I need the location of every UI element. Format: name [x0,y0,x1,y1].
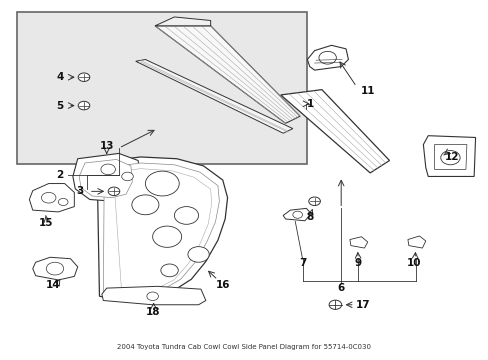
Bar [17,12,307,164]
Polygon shape [79,159,132,198]
Circle shape [122,172,133,181]
Circle shape [292,211,302,218]
Circle shape [132,195,159,215]
Text: 3: 3 [76,186,83,196]
Text: 18: 18 [145,307,160,317]
Circle shape [46,262,63,275]
Text: 15: 15 [39,217,53,228]
Polygon shape [407,236,425,248]
Text: 14: 14 [46,280,61,289]
Polygon shape [423,136,475,176]
Circle shape [187,247,209,262]
Text: 16: 16 [215,280,229,289]
Text: 2: 2 [56,170,63,180]
Polygon shape [434,145,466,169]
Circle shape [108,187,120,195]
Circle shape [318,51,336,64]
Text: 2004 Toyota Tundra Cab Cowl Cowl Side Panel Diagram for 55714-0C030: 2004 Toyota Tundra Cab Cowl Cowl Side Pa… [117,343,371,350]
Polygon shape [73,153,140,201]
Text: 17: 17 [355,300,369,310]
Polygon shape [29,184,74,212]
Polygon shape [280,90,389,173]
Text: 7: 7 [298,258,305,268]
Circle shape [146,292,158,301]
Polygon shape [349,237,367,248]
Text: 13: 13 [99,141,114,151]
Circle shape [174,207,198,224]
Text: 5: 5 [56,100,63,111]
Text: 4: 4 [56,72,63,82]
Circle shape [152,226,181,247]
Circle shape [328,300,341,309]
Circle shape [101,164,115,175]
Polygon shape [307,45,348,70]
Polygon shape [136,59,292,133]
Polygon shape [97,157,227,300]
Text: 1: 1 [306,99,313,109]
Text: 9: 9 [354,258,361,268]
Text: 6: 6 [337,283,344,293]
Text: 8: 8 [305,212,313,222]
Circle shape [78,73,90,81]
Circle shape [440,150,459,165]
Text: 12: 12 [444,152,459,162]
Circle shape [161,264,178,277]
Polygon shape [102,286,205,305]
Circle shape [78,101,90,110]
Circle shape [58,198,68,206]
Polygon shape [113,168,211,293]
Text: 11: 11 [360,86,374,96]
Circle shape [41,192,56,203]
Polygon shape [283,208,310,221]
Polygon shape [155,26,300,123]
Polygon shape [103,163,219,296]
Text: 10: 10 [406,258,420,268]
Polygon shape [33,257,78,280]
Polygon shape [155,17,210,26]
Circle shape [145,171,179,196]
Circle shape [308,197,320,206]
